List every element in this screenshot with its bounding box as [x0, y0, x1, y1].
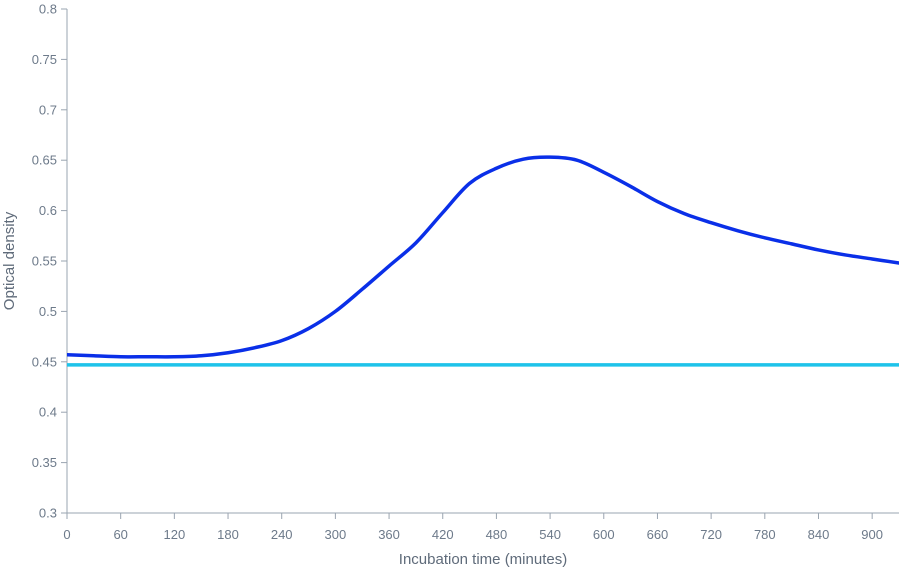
x-tick-label: 300 [325, 527, 347, 542]
y-tick-label: 0.45 [32, 354, 57, 369]
x-axis-label: Incubation time (minutes) [399, 551, 567, 568]
x-tick-label: 480 [486, 527, 508, 542]
y-tick-label: 0.65 [32, 153, 57, 168]
y-tick-label: 0.6 [39, 203, 57, 218]
series-group [67, 155, 899, 367]
y-tick-label: 0.7 [39, 102, 57, 117]
y-tick-label: 0.55 [32, 254, 57, 269]
x-tick-label: 900 [861, 527, 883, 542]
y-ticks: 0.3 0.35 0.4 0.45 0.5 0.55 0.6 0.65 0.7 0.75 0.8 [32, 2, 67, 521]
x-tick-label: 540 [539, 527, 561, 542]
x-tick-label: 660 [647, 527, 669, 542]
x-tick-label: 600 [593, 527, 615, 542]
x-ticks: 0 60 120 180 240 300 360 420 480 540 600 660 720 780 8… [63, 513, 883, 542]
axes [66, 9, 899, 514]
growth-curve-line [67, 155, 899, 359]
x-tick-label: 120 [164, 527, 186, 542]
x-tick-label: 780 [754, 527, 776, 542]
y-axis-label: Optical density [1, 211, 18, 310]
y-tick-label: 0.75 [32, 52, 57, 67]
y-tick-label: 0.8 [39, 2, 57, 17]
x-tick-label: 840 [808, 527, 830, 542]
x-tick-label: 360 [378, 527, 400, 542]
x-tick-label: 420 [432, 527, 454, 542]
x-tick-label: 60 [113, 527, 127, 542]
y-tick-label: 0.4 [39, 405, 57, 420]
x-tick-label: 720 [700, 527, 722, 542]
x-tick-label: 0 [63, 527, 70, 542]
x-tick-label: 180 [217, 527, 239, 542]
y-tick-label: 0.3 [39, 506, 57, 521]
y-tick-label: 0.35 [32, 455, 57, 470]
y-tick-label: 0.5 [39, 304, 57, 319]
x-tick-label: 240 [271, 527, 293, 542]
